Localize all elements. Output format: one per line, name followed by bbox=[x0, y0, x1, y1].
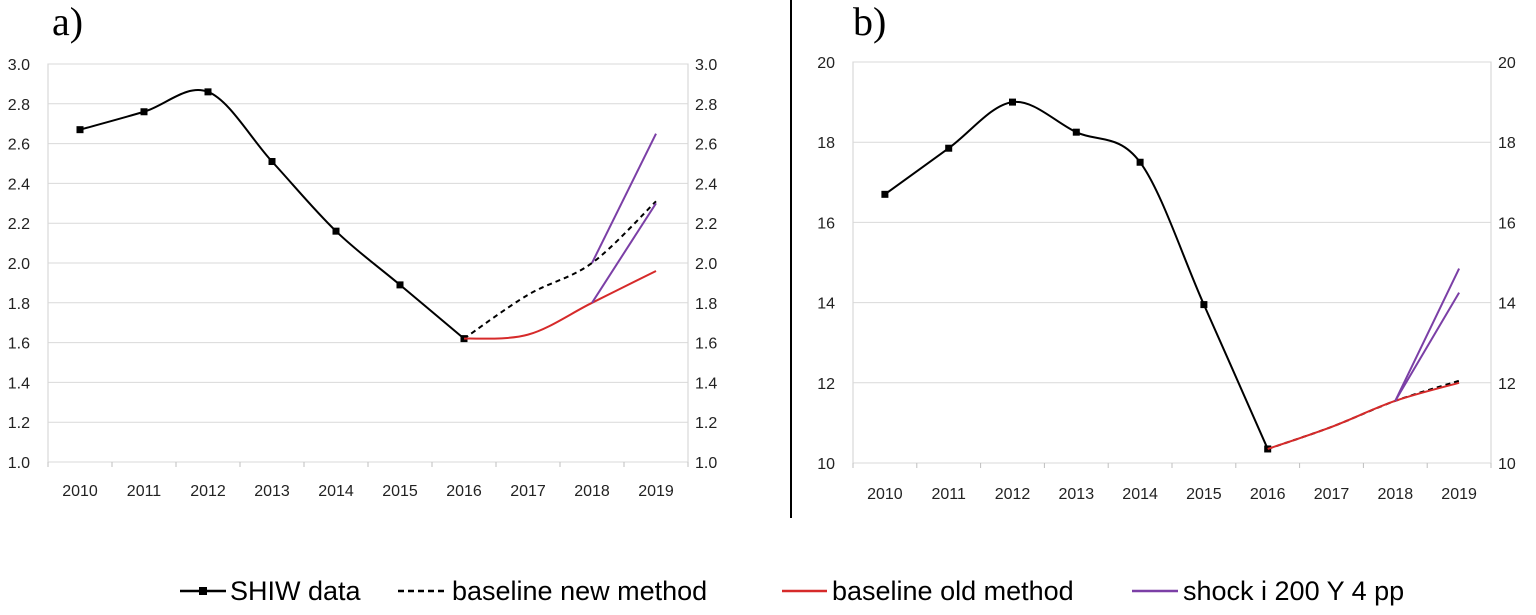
x-tick-label: 2011 bbox=[931, 486, 966, 503]
x-tick-label: 2015 bbox=[1186, 486, 1222, 503]
plot-area-b bbox=[852, 61, 1492, 464]
chart-panel-b: b) 10 10 12 12 14 14 16 16 18 18 20 20 2010 2011 2012 2… bbox=[817, 0, 1516, 503]
x-tick-label: 2019 bbox=[638, 483, 674, 500]
series-line-shock-i-200-y-4-pp bbox=[591, 133, 657, 264]
data-point-shiw-data bbox=[268, 158, 276, 166]
series-line-shock-i-200-y-4-pp bbox=[1394, 292, 1460, 402]
y-tick-label-right: 1.6 bbox=[695, 336, 717, 353]
data-point-shiw-data bbox=[1200, 301, 1208, 309]
series-line-baseline-old-method bbox=[463, 270, 657, 340]
y-tick-label-right: 2.8 bbox=[695, 97, 717, 114]
y-tick-label-left: 12 bbox=[817, 376, 835, 393]
x-tick-label: 2017 bbox=[1314, 486, 1350, 503]
x-tick-label: 2015 bbox=[382, 483, 418, 500]
y-tick-label-right: 16 bbox=[1498, 215, 1516, 232]
y-tick-label-left: 1.6 bbox=[8, 336, 30, 353]
series-line-shiw-data bbox=[79, 89, 465, 340]
x-tick-label: 2013 bbox=[1059, 486, 1095, 503]
y-tick-label-right: 3.0 bbox=[695, 57, 717, 74]
data-point-shiw-data bbox=[140, 108, 148, 116]
x-tick-label: 2018 bbox=[574, 483, 610, 500]
legend-label-shiw-data: SHIW data bbox=[230, 576, 362, 606]
x-tick-label: 2018 bbox=[1378, 486, 1414, 503]
x-tick-label: 2014 bbox=[318, 483, 354, 500]
legend-label-baseline-new: baseline new method bbox=[452, 576, 707, 606]
x-tick-label: 2013 bbox=[254, 483, 290, 500]
data-point-shiw-data bbox=[881, 190, 889, 198]
x-tick-label: 2012 bbox=[995, 486, 1031, 503]
y-tick-label-right: 1.4 bbox=[695, 375, 717, 392]
y-tick-label-right: 2.0 bbox=[695, 256, 717, 273]
y-tick-label-left: 3.0 bbox=[8, 57, 30, 74]
y-tick-label-left: 1.8 bbox=[8, 296, 30, 313]
series-line-shock-i-200-y-4-pp bbox=[1394, 268, 1461, 402]
y-tick-label-left: 1.2 bbox=[8, 415, 30, 432]
x-tick-label: 2011 bbox=[127, 483, 162, 500]
y-tick-label-right: 1.0 bbox=[695, 455, 717, 472]
y-tick-label-right: 1.8 bbox=[695, 296, 717, 313]
x-tick-label: 2017 bbox=[510, 483, 546, 500]
legend-marker-shiw bbox=[199, 587, 207, 595]
data-point-shiw-data bbox=[945, 144, 953, 152]
y-tick-label-right: 20 bbox=[1498, 55, 1516, 72]
y-tick-label-right: 18 bbox=[1498, 135, 1516, 152]
legend-label-baseline-old: baseline old method bbox=[832, 576, 1074, 606]
data-point-shiw-data bbox=[1136, 158, 1144, 166]
data-point-shiw-data bbox=[204, 88, 212, 96]
series-line-shock-i-200-y-4-pp bbox=[591, 202, 657, 304]
legend: SHIW data baseline new method baseline o… bbox=[180, 576, 1404, 606]
x-tick-label: 2016 bbox=[1250, 486, 1286, 503]
legend-label-shock: shock i 200 Y 4 pp bbox=[1183, 576, 1404, 606]
y-tick-label-right: 12 bbox=[1498, 376, 1516, 393]
series-line-baseline-old-method bbox=[1267, 381, 1460, 450]
legend-item-baseline-new: baseline new method bbox=[398, 576, 707, 606]
data-point-shiw-data bbox=[1009, 98, 1016, 106]
y-tick-label-right: 10 bbox=[1498, 456, 1516, 473]
y-tick-label-left: 2.6 bbox=[8, 137, 30, 154]
series-line-baseline-new-method bbox=[463, 200, 657, 340]
y-tick-label-right: 2.2 bbox=[695, 216, 717, 233]
data-point-shiw-data bbox=[332, 227, 340, 235]
y-tick-label-left: 2.8 bbox=[8, 97, 30, 114]
x-tick-label: 2010 bbox=[867, 486, 903, 503]
series-line-shiw-data bbox=[884, 101, 1269, 450]
legend-item-shock: shock i 200 Y 4 pp bbox=[1132, 576, 1404, 606]
panel-label-b: b) bbox=[853, 0, 886, 44]
y-tick-label-right: 2.4 bbox=[695, 176, 717, 193]
y-tick-label-left: 2.0 bbox=[8, 256, 30, 273]
panel-label-a: a) bbox=[52, 0, 83, 44]
y-tick-label-right: 14 bbox=[1498, 296, 1516, 313]
y-tick-label-right: 1.2 bbox=[695, 415, 717, 432]
y-tick-label-left: 10 bbox=[817, 456, 835, 473]
data-point-shiw-data bbox=[76, 126, 84, 134]
y-tick-label-left: 14 bbox=[817, 296, 835, 313]
y-tick-label-left: 2.2 bbox=[8, 216, 30, 233]
y-tick-label-left: 1.0 bbox=[8, 455, 30, 472]
data-point-shiw-data bbox=[396, 281, 404, 289]
y-tick-label-left: 18 bbox=[817, 135, 835, 152]
x-tick-label: 2010 bbox=[62, 483, 98, 500]
y-tick-label-right: 2.6 bbox=[695, 137, 717, 154]
x-tick-label: 2012 bbox=[190, 483, 226, 500]
data-point-shiw-data bbox=[1072, 128, 1080, 136]
x-tick-label: 2019 bbox=[1441, 486, 1477, 503]
legend-item-shiw-data: SHIW data bbox=[180, 576, 362, 606]
chart-panel-a: a) 1.0 1.0 1.2 1.2 1.4 1.4 1.6 1.6 1.8 1.8 2.0 2.0 2… bbox=[8, 0, 718, 500]
y-tick-label-left: 2.4 bbox=[8, 176, 30, 193]
y-tick-label-left: 20 bbox=[817, 55, 835, 72]
y-tick-label-left: 16 bbox=[817, 215, 835, 232]
x-tick-label: 2016 bbox=[446, 483, 482, 500]
y-tick-label-left: 1.4 bbox=[8, 375, 30, 392]
x-tick-label: 2014 bbox=[1122, 486, 1158, 503]
legend-item-baseline-old: baseline old method bbox=[782, 576, 1074, 606]
